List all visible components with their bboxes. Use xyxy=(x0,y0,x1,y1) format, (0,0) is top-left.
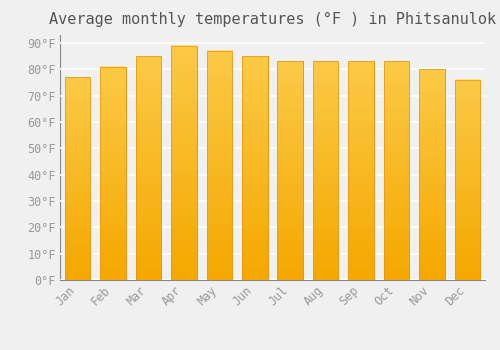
Bar xyxy=(136,56,162,280)
Bar xyxy=(171,46,196,280)
Bar xyxy=(206,51,232,280)
Bar xyxy=(454,80,480,280)
Bar xyxy=(206,51,232,280)
Bar xyxy=(65,77,90,280)
Bar xyxy=(313,61,338,280)
Bar xyxy=(242,56,268,280)
Bar xyxy=(242,56,268,280)
Bar xyxy=(100,66,126,280)
Bar xyxy=(384,61,409,280)
Bar xyxy=(419,69,444,280)
Bar xyxy=(136,56,162,280)
Bar xyxy=(348,61,374,280)
Title: Average monthly temperatures (°F ) in Phitsanulok: Average monthly temperatures (°F ) in Ph… xyxy=(49,12,496,27)
Bar xyxy=(278,61,303,280)
Bar xyxy=(313,61,338,280)
Bar xyxy=(419,69,444,280)
Bar xyxy=(348,61,374,280)
Bar xyxy=(100,66,126,280)
Bar xyxy=(171,46,196,280)
Bar xyxy=(384,61,409,280)
Bar xyxy=(65,77,90,280)
Bar xyxy=(454,80,480,280)
Bar xyxy=(278,61,303,280)
